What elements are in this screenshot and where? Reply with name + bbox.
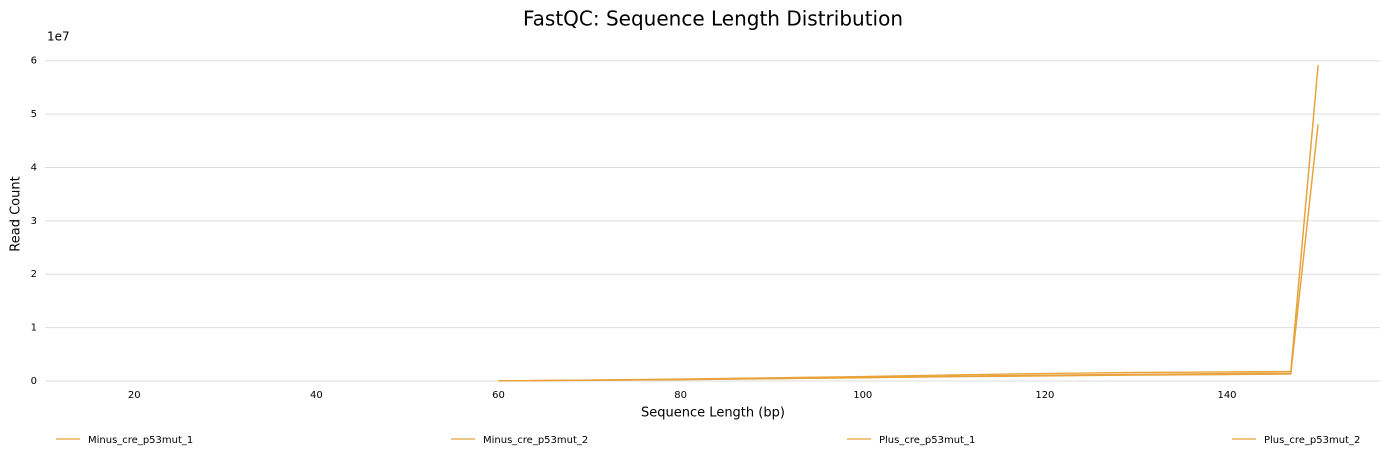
x-tick-label: 80 — [674, 390, 687, 401]
y-tick-label: 4 — [31, 162, 37, 173]
y-tick-label: 5 — [31, 109, 37, 120]
chart-title: FastQC: Sequence Length Distribution — [523, 7, 903, 31]
y-tick-label: 1 — [31, 323, 37, 334]
legend-label: Minus_cre_p53mut_2 — [483, 435, 588, 446]
x-tick-label: 120 — [1035, 390, 1054, 401]
x-axis-label: Sequence Length (bp) — [641, 406, 785, 421]
series-line — [498, 124, 1319, 382]
legend-label: Plus_cre_p53mut_1 — [879, 435, 975, 446]
legend-label: Minus_cre_p53mut_1 — [88, 435, 193, 446]
y-tick-label: 6 — [31, 56, 37, 67]
series-line — [498, 66, 1319, 382]
x-tick-label: 40 — [310, 390, 323, 401]
x-tick-label: 60 — [492, 390, 505, 401]
series-line — [498, 124, 1319, 382]
y-tick-label: 3 — [31, 216, 37, 227]
series-line — [498, 64, 1319, 382]
y-axis-label: Read Count — [9, 176, 24, 251]
y-tick-label: 2 — [31, 269, 37, 280]
y-tick-label: 0 — [31, 376, 37, 387]
x-tick-label: 140 — [1217, 390, 1236, 401]
legend-label: Plus_cre_p53mut_2 — [1264, 435, 1360, 446]
y-offset-label: 1e7 — [47, 30, 70, 44]
x-tick-label: 100 — [853, 390, 872, 401]
x-tick-label: 20 — [128, 390, 141, 401]
